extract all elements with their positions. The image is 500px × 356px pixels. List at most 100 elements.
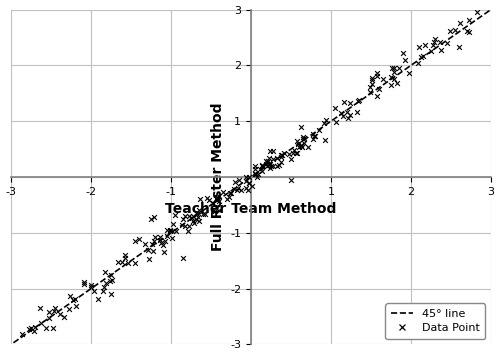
Point <box>72 303 80 309</box>
Point <box>50 325 58 331</box>
Point <box>88 284 96 290</box>
X-axis label: Teacher Team Method: Teacher Team Method <box>166 202 336 216</box>
Point <box>168 221 176 226</box>
Point <box>156 234 164 240</box>
Point <box>150 235 158 240</box>
Point <box>246 180 254 186</box>
Point <box>430 36 438 42</box>
Point <box>234 177 242 183</box>
Point <box>42 325 50 331</box>
Point <box>196 218 203 224</box>
Point <box>374 86 382 92</box>
Point <box>278 152 285 158</box>
Point <box>161 239 169 244</box>
Point <box>147 216 155 222</box>
Point <box>420 53 428 59</box>
Point <box>185 213 193 219</box>
Point <box>102 281 110 286</box>
Point <box>121 256 129 261</box>
Point <box>437 47 445 53</box>
Point <box>330 105 338 111</box>
Point <box>30 328 38 334</box>
Point <box>197 209 205 215</box>
Point <box>184 228 192 234</box>
Point <box>219 189 227 195</box>
Point <box>189 218 197 224</box>
Point <box>292 150 300 156</box>
Point <box>417 54 425 60</box>
Point <box>254 174 262 179</box>
Point <box>124 260 132 266</box>
Point <box>346 112 354 118</box>
Point <box>192 216 200 222</box>
Point <box>262 158 270 164</box>
Point <box>226 190 234 196</box>
Point <box>184 223 192 229</box>
Point <box>273 163 281 169</box>
Point <box>80 280 88 286</box>
Point <box>88 282 96 288</box>
Point <box>299 134 307 140</box>
Point <box>144 247 152 252</box>
Point <box>263 163 271 168</box>
Point <box>214 194 222 200</box>
Point <box>311 134 319 139</box>
Point <box>436 39 444 45</box>
Point <box>353 109 361 115</box>
Point <box>346 100 354 106</box>
Point <box>320 120 328 126</box>
Point <box>223 197 231 202</box>
Point <box>148 241 156 247</box>
Point <box>287 156 295 162</box>
Point <box>211 208 219 214</box>
Point <box>266 162 274 167</box>
Point <box>168 235 176 241</box>
Point <box>150 238 158 244</box>
Point <box>297 124 305 130</box>
Point <box>108 278 116 283</box>
Point <box>429 42 437 48</box>
Point <box>366 84 374 90</box>
Point <box>258 162 266 167</box>
Point <box>168 228 176 234</box>
Point <box>321 137 329 143</box>
Point <box>372 70 380 75</box>
Point <box>45 309 53 314</box>
Point <box>36 320 44 326</box>
Point <box>44 315 52 321</box>
Point <box>299 136 307 141</box>
Point <box>121 252 129 258</box>
Point <box>266 166 274 171</box>
Point <box>242 185 250 191</box>
Point <box>268 163 276 169</box>
Point <box>322 117 330 123</box>
Point <box>354 98 362 103</box>
Point <box>400 50 407 56</box>
Point <box>264 155 272 161</box>
Point <box>337 110 345 115</box>
Point <box>94 296 102 302</box>
Point <box>304 144 312 150</box>
Point <box>100 288 108 294</box>
Point <box>373 74 381 79</box>
Point <box>278 159 285 165</box>
Point <box>24 326 32 332</box>
Point <box>245 180 253 186</box>
Point <box>366 89 374 95</box>
Point <box>166 228 174 234</box>
Point <box>309 131 317 137</box>
Point <box>244 187 252 193</box>
Point <box>390 77 398 82</box>
Point <box>194 214 202 220</box>
Point <box>298 144 306 150</box>
Point <box>166 227 174 233</box>
Point <box>254 171 262 177</box>
Point <box>90 288 98 294</box>
Point <box>294 141 302 147</box>
Point <box>150 214 158 219</box>
Point <box>56 312 64 317</box>
Point <box>216 193 224 199</box>
Point <box>308 136 316 142</box>
Point <box>182 223 190 229</box>
Point <box>421 42 429 48</box>
